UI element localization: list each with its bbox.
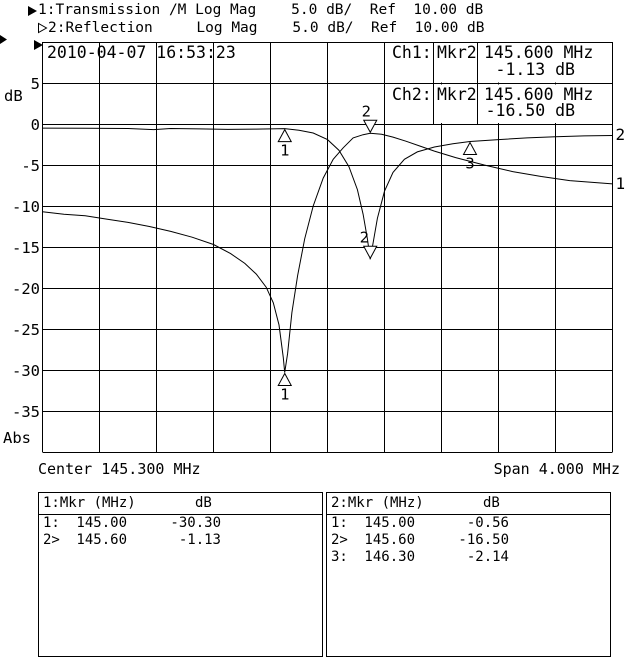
marker-table-cell-v: -1.13 <box>178 532 221 548</box>
marker-table-row: 1: 145.00 -0.56 <box>327 515 610 532</box>
y-tick-label: -15 <box>12 238 40 257</box>
span-label: Span 4.000 MHz <box>493 460 620 478</box>
marker-table-cell-m: 2> <box>43 532 60 548</box>
readout-ch2-channel: Ch2: <box>392 85 432 104</box>
marker-table-cell-m: 1: <box>331 515 348 531</box>
marker-2-label: 2 <box>362 102 371 120</box>
marker-table-cell-f: 146.30 <box>364 549 415 565</box>
y-axis-bottom-label: Abs <box>3 429 31 447</box>
ref-level-marker-icon <box>34 40 43 50</box>
marker-table-ch2: 2:Mkr (MHz) dB 1: 145.00 -0.56 2> 145.60 -16.… <box>326 492 611 657</box>
readout-ch2-freq: 145.600 MHz <box>484 85 594 104</box>
y-tick-label: -10 <box>12 197 40 216</box>
readout-ch1-value: -1.13 dB <box>495 60 575 79</box>
time-text: 16:53:23 <box>156 43 236 62</box>
marker-1-label: 1 <box>280 385 289 403</box>
marker-table-cell-f: 145.60 <box>76 532 127 548</box>
trace-markers: 1 2 1 2 3 <box>277 102 478 403</box>
marker-table-ch2-header: 2:Mkr (MHz) dB <box>327 493 610 515</box>
y-tick-label: 0 <box>30 115 40 134</box>
marker-1-symbol-icon <box>277 128 293 143</box>
edge-ref-marker-icon <box>0 35 7 44</box>
marker-table-cell-f: 145.00 <box>364 515 415 531</box>
center-frequency-label: Center 145.300 MHz <box>38 460 201 478</box>
marker-table-ch1-body: 1: 145.00 -30.30 2> 145.60 -1.13 <box>39 515 322 549</box>
trace-reflection <box>42 127 613 260</box>
readout-ch1-channel: Ch1: <box>392 43 432 62</box>
y-tick-label: -20 <box>12 279 40 298</box>
marker-table-ch1-header-label: 1:Mkr (MHz) <box>43 495 136 511</box>
trace-transmission <box>42 132 613 373</box>
y-tick-label: -25 <box>12 320 40 339</box>
marker-table-cell-v: -2.14 <box>466 549 509 565</box>
timestamp: 2010-04-07 16:53:23 <box>47 43 236 62</box>
channel2-indicator-icon <box>38 22 48 34</box>
marker-2-symbol-icon <box>362 119 378 134</box>
readout-ch1-marker: Mkr2 <box>437 43 477 62</box>
marker-table-ch2-body: 1: 145.00 -0.56 2> 145.60 -16.50 3: 146.30 -2.14 <box>327 515 610 566</box>
readout-blanking-ch1 <box>388 43 612 83</box>
y-tick-label: -5 <box>21 156 40 175</box>
marker-table-cell-m: 3: <box>331 549 348 565</box>
readout-separators <box>433 42 478 124</box>
y-tick-label: -30 <box>12 361 40 380</box>
marker-table-cell-m: 2> <box>331 532 348 548</box>
marker-2-label: 2 <box>360 228 369 246</box>
channel1-active-indicator-icon <box>28 6 37 16</box>
marker-table-cell-f: 145.60 <box>364 532 415 548</box>
y-axis-unit-label: dB <box>4 87 23 105</box>
y-tick-label: 5 <box>30 74 40 93</box>
marker-3-symbol-icon <box>462 141 478 156</box>
y-tick-label: -35 <box>12 402 40 421</box>
marker-table-row: 2> 145.60 -1.13 <box>39 532 322 549</box>
channel1-title: 1:Transmission /M Log Mag 5.0 dB/ Ref 10… <box>38 2 484 18</box>
marker-table-row: 1: 145.00 -30.30 <box>39 515 322 532</box>
marker-1-symbol-icon <box>277 372 293 386</box>
traces <box>42 127 613 373</box>
date-text: 2010-04-07 <box>47 43 147 62</box>
trace2-end-label: 2 <box>615 125 626 145</box>
marker-table-ch2-header-label: 2:Mkr (MHz) <box>331 495 424 511</box>
trace1-end-label: 1 <box>615 173 626 193</box>
marker-1-label: 1 <box>280 142 289 160</box>
marker-table-row: 3: 146.30 -2.14 <box>327 549 610 566</box>
readout-ch2-marker: Mkr2 <box>437 85 477 104</box>
readout-ch2-value: -16.50 dB <box>485 101 575 120</box>
marker-table-cell-m: 1: <box>43 515 60 531</box>
marker-3-label: 3 <box>465 155 474 173</box>
marker-table-ch2-header-unit: dB <box>483 495 500 511</box>
marker-2-symbol-icon <box>362 245 378 260</box>
channel2-title: 2:Reflection Log Mag 5.0 dB/ Ref 10.00 d… <box>48 20 485 36</box>
marker-table-cell-f: 145.00 <box>76 515 127 531</box>
marker-table-cell-v: -16.50 <box>458 532 509 548</box>
readout-ch1-freq: 145.600 MHz <box>484 43 594 62</box>
marker-table-cell-v: -0.56 <box>466 515 509 531</box>
marker-table-ch1: 1:Mkr (MHz) dB 1: 145.00 -30.30 2> 145.60 -1.… <box>38 492 323 657</box>
readout-blanking-ch2 <box>388 84 612 123</box>
marker-table-row: 2> 145.60 -16.50 <box>327 532 610 549</box>
marker-table-cell-v: -30.30 <box>170 515 221 531</box>
graticule <box>42 42 613 453</box>
marker-table-ch1-header: 1:Mkr (MHz) dB <box>39 493 322 515</box>
marker-table-ch1-header-unit: dB <box>195 495 212 511</box>
